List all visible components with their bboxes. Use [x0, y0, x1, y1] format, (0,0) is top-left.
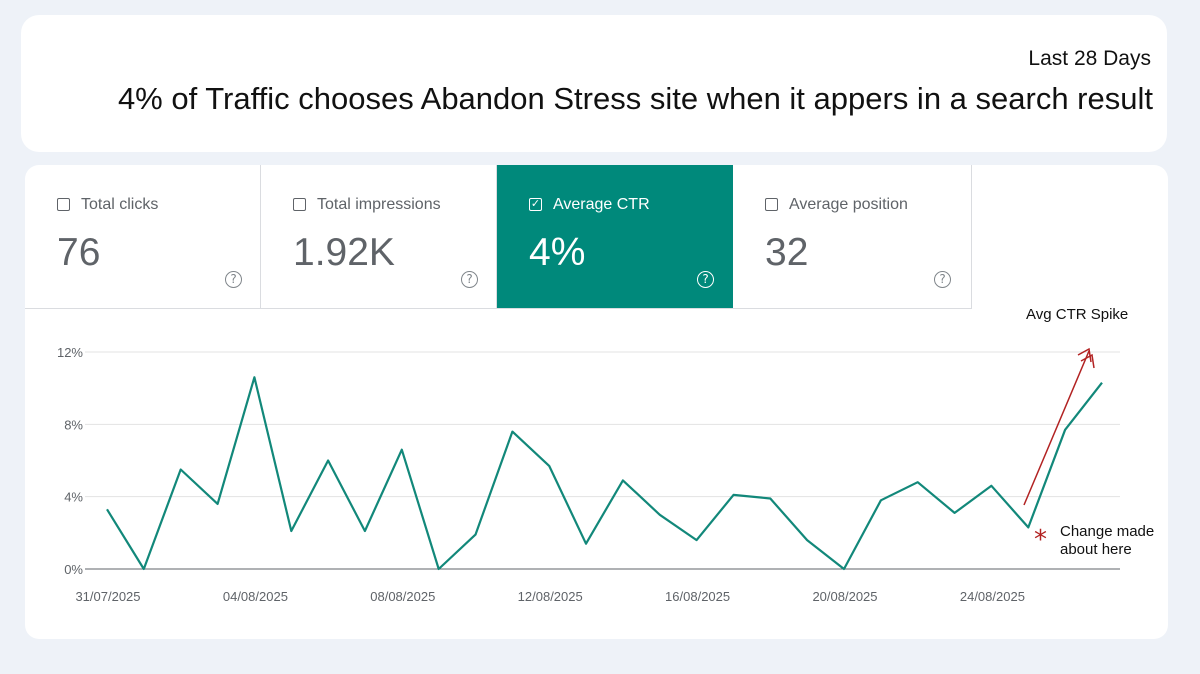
checkbox-icon[interactable] — [293, 198, 306, 211]
metric-total-clicks[interactable]: Total clicks 76 ? — [25, 165, 261, 308]
asterisk-marker-icon: * — [1034, 525, 1047, 555]
spike-arrow — [1023, 350, 1090, 506]
metric-label: Total impressions — [317, 196, 441, 213]
period-label: Last 28 Days — [1028, 47, 1151, 70]
help-icon[interactable]: ? — [225, 271, 242, 288]
checkbox-checked-icon[interactable]: ✓ — [529, 198, 542, 211]
annotation-avg-ctr-spike: Avg CTR Spike — [1026, 306, 1128, 323]
metric-average-position[interactable]: Average position 32 ? — [733, 165, 969, 308]
metric-value: 76 — [57, 231, 101, 274]
y-tick-label: 0% — [64, 562, 83, 577]
metric-selector-bar: Total clicks 76 ? Total impressions 1.92… — [25, 165, 972, 309]
ctr-series-line — [106, 376, 1103, 571]
metric-total-impressions[interactable]: Total impressions 1.92K ? — [261, 165, 497, 308]
metric-label: Average CTR — [553, 196, 650, 213]
y-tick-label: 8% — [64, 417, 83, 432]
metric-label: Total clicks — [81, 196, 159, 213]
arrowhead-icon — [1077, 347, 1092, 363]
ctr-line-chart: 0% 4% 8% 12% 31/07/2025 04/08/2025 08/08/2025 1… — [57, 306, 1154, 604]
annotation-change-made: about here — [1060, 541, 1132, 558]
x-tick-label: 08/08/2025 — [370, 589, 435, 604]
help-icon[interactable]: ? — [934, 271, 951, 288]
metric-value: 1.92K — [293, 231, 395, 274]
x-tick-label: 16/08/2025 — [665, 589, 730, 604]
help-icon[interactable]: ? — [461, 271, 478, 288]
y-tick-label: 12% — [57, 345, 83, 360]
metric-value: 4% — [529, 231, 586, 274]
x-tick-label: 04/08/2025 — [223, 589, 288, 604]
headline-card: Last 28 Days 4% of Traffic chooses Aband… — [21, 15, 1167, 152]
headline: 4% of Traffic chooses Abandon Stress sit… — [117, 81, 1153, 116]
performance-report-card: 0% 4% 8% 12% 31/07/2025 04/08/2025 08/08/2025 1… — [25, 165, 1168, 639]
metric-average-ctr[interactable]: ✓ Average CTR 4% ? — [497, 165, 733, 308]
metric-value: 32 — [765, 231, 809, 274]
arrowhead-icon — [1080, 353, 1095, 369]
help-icon[interactable]: ? — [697, 271, 714, 288]
checkbox-icon[interactable] — [57, 198, 70, 211]
metric-label: Average position — [789, 196, 908, 213]
y-tick-label: 4% — [64, 490, 83, 505]
x-tick-label: 12/08/2025 — [518, 589, 583, 604]
checkbox-icon[interactable] — [765, 198, 778, 211]
annotation-change-made: Change made — [1060, 523, 1154, 540]
x-tick-label: 31/07/2025 — [75, 589, 140, 604]
x-tick-label: 20/08/2025 — [812, 589, 877, 604]
x-tick-label: 24/08/2025 — [960, 589, 1025, 604]
